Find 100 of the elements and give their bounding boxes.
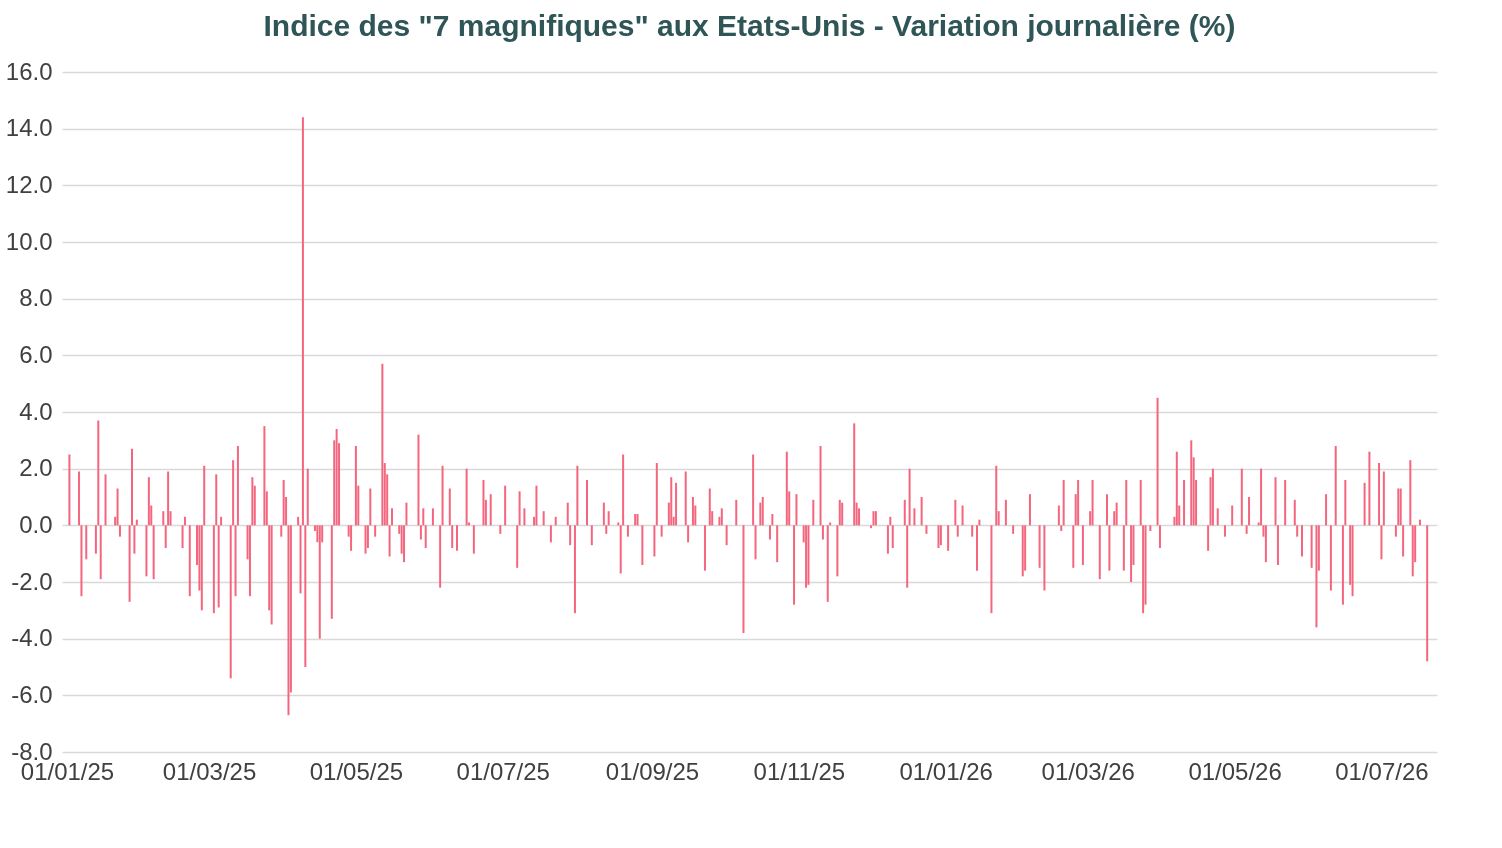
bar xyxy=(1394,525,1397,537)
bar xyxy=(282,480,285,526)
bar xyxy=(306,468,309,526)
bar xyxy=(691,497,694,526)
bar xyxy=(903,499,906,526)
bar xyxy=(299,525,302,594)
bar xyxy=(870,525,873,529)
bar xyxy=(1190,440,1193,526)
bar xyxy=(164,525,167,548)
bar xyxy=(1130,525,1133,582)
bar xyxy=(318,525,321,639)
bar xyxy=(886,525,889,554)
bar xyxy=(735,499,738,526)
bar xyxy=(374,525,377,537)
bar xyxy=(947,525,950,551)
bar xyxy=(270,525,273,625)
bar xyxy=(995,465,998,526)
bar xyxy=(605,525,608,534)
bar xyxy=(906,525,909,588)
bar xyxy=(419,525,422,540)
bar xyxy=(554,516,557,526)
bar xyxy=(1081,525,1084,565)
bar xyxy=(1028,494,1031,526)
bar xyxy=(805,525,808,588)
bar xyxy=(203,465,206,526)
bar xyxy=(956,525,959,537)
bar xyxy=(1072,525,1075,568)
bar xyxy=(1284,480,1287,526)
bar xyxy=(85,525,88,560)
bar xyxy=(1211,468,1214,526)
bar xyxy=(961,505,964,526)
bar xyxy=(1409,460,1412,526)
bar xyxy=(602,502,605,526)
bar xyxy=(181,525,184,548)
x-tick-label: 01/03/26 xyxy=(1041,757,1135,785)
bar xyxy=(229,525,232,679)
bar xyxy=(441,465,444,526)
bar xyxy=(976,525,978,571)
bar xyxy=(1315,525,1318,628)
bar xyxy=(1264,525,1267,563)
bar xyxy=(1183,480,1186,526)
bar xyxy=(821,525,824,540)
bar xyxy=(236,446,239,526)
bar xyxy=(660,525,663,537)
bar xyxy=(167,471,170,526)
bar xyxy=(1310,525,1313,568)
bar xyxy=(569,525,572,546)
bar xyxy=(118,525,121,537)
chart-title: Indice des "7 magnifiques" aux Etats-Unis - Variation journalière (%) xyxy=(263,9,1236,42)
bar xyxy=(542,511,545,526)
bar xyxy=(116,488,119,526)
bar xyxy=(841,502,844,526)
bar xyxy=(754,525,757,560)
bar xyxy=(1175,451,1178,526)
bar xyxy=(248,525,251,597)
bar xyxy=(234,525,237,597)
bar xyxy=(566,502,569,526)
y-tick-label: 8.0 xyxy=(19,284,53,312)
bar xyxy=(1098,525,1101,580)
bar xyxy=(1276,525,1279,565)
y-tick-label: 12.0 xyxy=(5,170,53,198)
bar xyxy=(687,525,690,543)
y-tick-label: 4.0 xyxy=(19,397,53,425)
x-tick-label: 01/11/25 xyxy=(753,757,846,785)
bar xyxy=(1248,497,1251,526)
bar xyxy=(1216,508,1219,526)
bar xyxy=(1012,525,1015,534)
bar xyxy=(1301,525,1303,557)
bar xyxy=(439,525,442,588)
bar xyxy=(1062,480,1065,526)
bar xyxy=(287,525,290,716)
bar xyxy=(653,525,656,557)
bar xyxy=(364,525,367,554)
bar xyxy=(573,525,576,614)
bar xyxy=(990,525,993,614)
bar xyxy=(1122,525,1125,571)
bar xyxy=(1341,525,1344,605)
bar xyxy=(1223,525,1226,537)
bar xyxy=(1418,519,1421,526)
bar xyxy=(826,525,829,602)
bar xyxy=(1245,525,1248,534)
bar xyxy=(776,525,779,563)
bar xyxy=(607,511,610,526)
bar xyxy=(499,525,502,534)
bar xyxy=(212,525,215,614)
bar xyxy=(725,525,728,546)
bar xyxy=(200,525,203,611)
bar xyxy=(152,525,155,580)
bar xyxy=(675,482,678,526)
bar xyxy=(145,525,148,577)
bar xyxy=(1142,525,1145,614)
bar xyxy=(381,363,384,526)
bar xyxy=(785,451,788,526)
bar xyxy=(913,508,916,526)
bar xyxy=(1380,525,1383,560)
bar xyxy=(422,508,425,526)
bar xyxy=(590,525,593,546)
x-tick-label: 01/09/25 xyxy=(605,757,700,785)
bar xyxy=(761,497,764,526)
bar xyxy=(301,117,304,526)
